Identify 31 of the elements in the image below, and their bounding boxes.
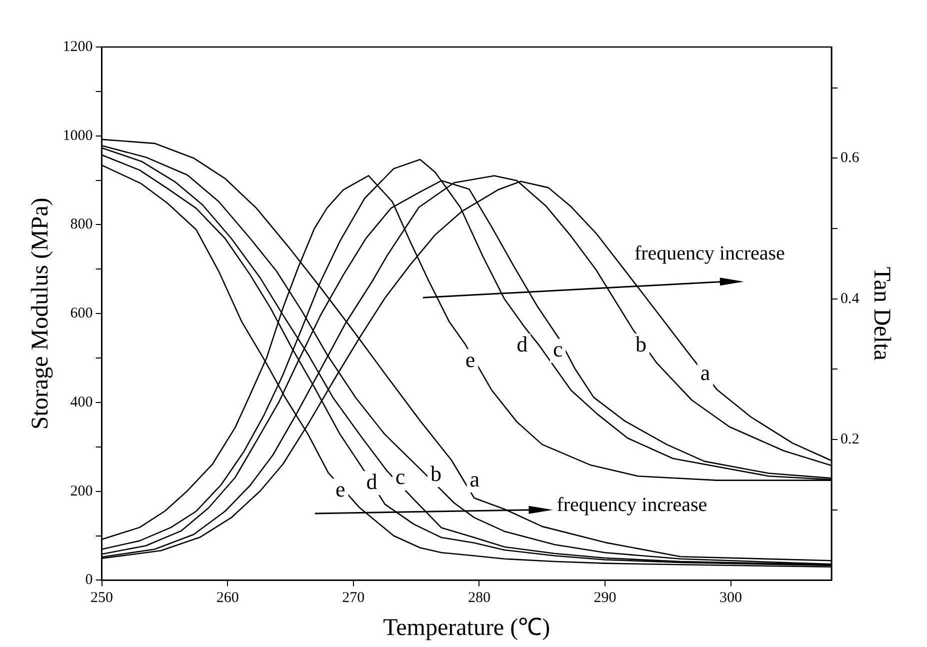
x-tick-label: 270: [342, 590, 365, 606]
y-tick-label: 600: [70, 306, 93, 322]
x-tick-label: 280: [468, 590, 490, 606]
annotation: b: [430, 460, 442, 486]
x-tick-label: 260: [216, 590, 239, 606]
y-axis-title: Storage Modulus (MPa): [28, 198, 54, 430]
annotation: d: [366, 468, 378, 494]
x-tick-label: 250: [90, 590, 114, 606]
y2-tick-label: 0.4: [840, 290, 860, 307]
y2-axis-title: Tan Delta: [868, 266, 894, 361]
y-tick-label: 400: [70, 394, 93, 410]
annotation: a: [470, 466, 480, 492]
y-tick-label: 800: [70, 216, 93, 233]
annotation: frequency increase: [634, 242, 786, 265]
y-tick-label: 1000: [62, 128, 93, 144]
annotation: e: [465, 346, 476, 372]
annotation: c: [395, 464, 406, 490]
x-tick-label: 300: [720, 590, 742, 606]
y-tick-label: 0: [85, 572, 93, 588]
y-tick-label: 200: [70, 483, 93, 500]
annotation: a: [700, 360, 710, 386]
annotation: frequency increase: [556, 494, 708, 516]
annotation: b: [636, 331, 647, 356]
y2-tick-label: 0.2: [840, 431, 860, 448]
x-axis-title: Temperature (℃): [383, 614, 550, 641]
annotation: e: [336, 476, 346, 502]
annotation: d: [516, 331, 528, 356]
y-tick-label: 1200: [62, 38, 93, 55]
annotation: c: [552, 336, 563, 362]
y2-tick-label: 0.6: [840, 150, 860, 166]
x-tick-label: 290: [594, 590, 616, 606]
